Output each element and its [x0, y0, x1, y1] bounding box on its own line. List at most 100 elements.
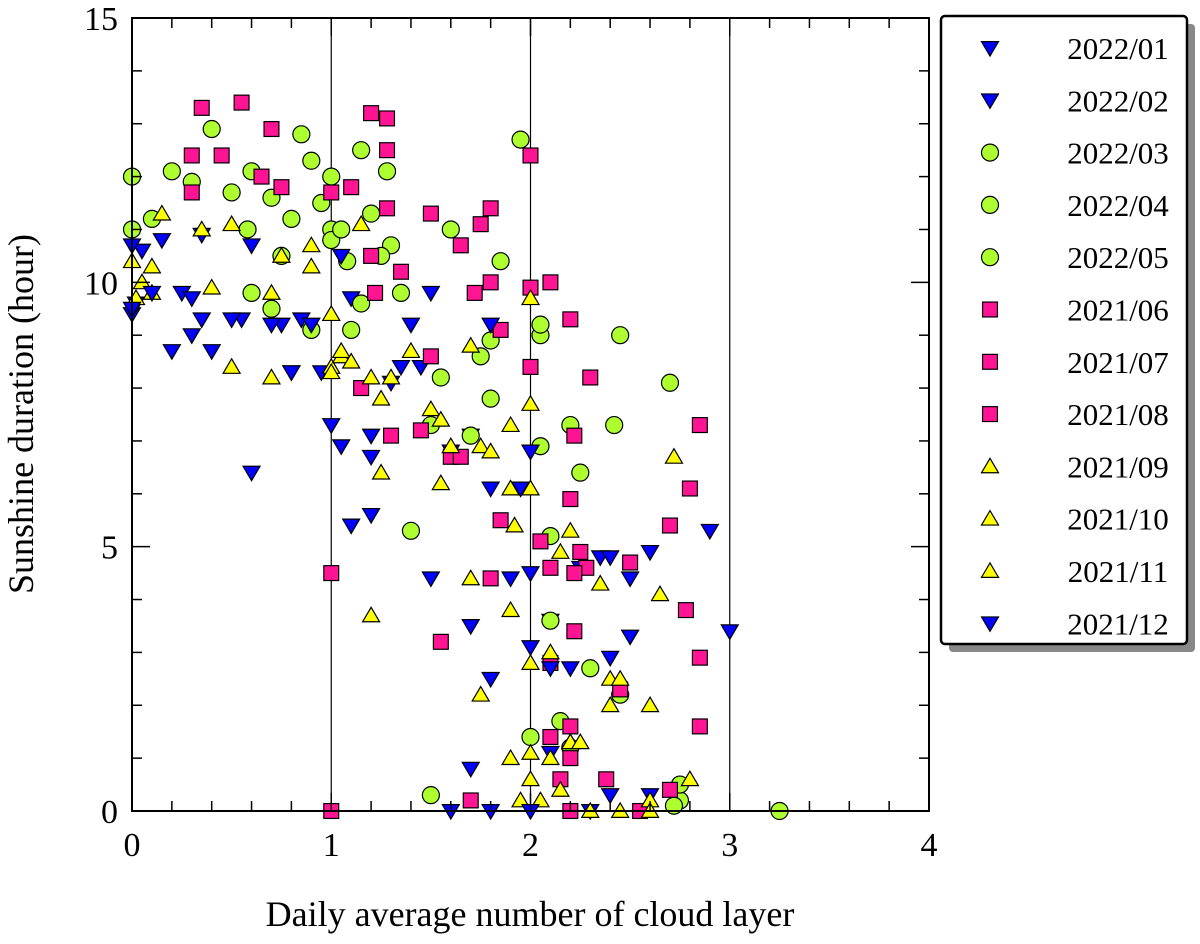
data-point — [421, 399, 441, 417]
legend-label: 2021/12 — [1067, 606, 1169, 641]
data-point — [521, 727, 540, 747]
data-point — [362, 204, 381, 223]
data-point — [431, 410, 451, 427]
data-point — [660, 373, 680, 392]
data-point — [142, 257, 162, 274]
data-point — [367, 284, 384, 301]
data-point — [343, 179, 360, 196]
y-tick-label: 10 — [84, 265, 118, 302]
data-point — [481, 317, 501, 334]
data-point — [492, 512, 509, 529]
data-point — [321, 418, 341, 435]
data-point — [522, 358, 539, 375]
data-point — [351, 214, 371, 232]
data-point — [331, 341, 351, 359]
axis-ticks — [131, 17, 930, 812]
data-point — [193, 99, 210, 116]
data-point — [542, 274, 559, 291]
legend-marker — [981, 406, 999, 423]
legend-entry-2022-04: 2022/04 — [980, 188, 1169, 223]
data-point — [600, 550, 620, 567]
data-point — [253, 168, 270, 185]
legend-entry-2022-03: 2022/03 — [980, 136, 1169, 171]
data-point — [461, 426, 480, 445]
data-point — [162, 162, 181, 181]
series-2021-07 — [183, 99, 708, 820]
legend-box — [939, 14, 1189, 646]
data-point — [361, 507, 381, 525]
axis-tick-labels: 0 1 2 3 4 0 5 10 15 — [84, 1, 938, 864]
data-point — [520, 653, 541, 670]
legend-entry-2021-11: 2021/11 — [980, 554, 1168, 589]
legend-entry-2021-07: 2021/07 — [981, 345, 1169, 380]
data-point — [192, 220, 212, 237]
data-point — [323, 184, 340, 201]
x-tick-label: 2 — [522, 827, 539, 864]
data-point — [622, 554, 639, 571]
legend-label: 2022/01 — [1067, 31, 1169, 66]
data-point — [540, 748, 560, 766]
y-axis-label: Sunshine duration (hour) — [1, 234, 41, 594]
legend-label: 2022/02 — [1067, 83, 1169, 118]
data-point — [332, 220, 351, 239]
data-point — [132, 273, 152, 290]
legend-marker — [980, 509, 1000, 526]
data-point — [152, 233, 172, 250]
data-point — [510, 481, 531, 498]
data-point — [361, 428, 381, 445]
data-point — [242, 283, 261, 303]
data-point — [441, 220, 460, 239]
data-point — [361, 606, 381, 623]
data-point — [412, 422, 429, 439]
data-point — [301, 236, 321, 253]
data-point — [182, 291, 202, 308]
data-point — [661, 781, 679, 798]
data-point — [562, 491, 579, 508]
legend-entry-2021-12: 2021/12 — [980, 606, 1169, 641]
data-point — [482, 274, 499, 291]
x-tick-label: 3 — [721, 827, 738, 864]
data-point — [540, 661, 560, 678]
data-point — [202, 119, 221, 139]
data-point — [677, 602, 694, 619]
data-point — [361, 368, 381, 385]
data-point — [431, 473, 451, 491]
data-point — [242, 238, 262, 255]
legend-label: 2021/10 — [1067, 502, 1169, 537]
data-point — [720, 624, 740, 641]
data-point — [560, 661, 580, 678]
data-point — [520, 394, 541, 411]
data-point — [263, 120, 280, 138]
data-point — [321, 304, 341, 322]
legend-label: 2021/06 — [1067, 293, 1169, 328]
data-point — [611, 326, 630, 345]
data-point — [520, 444, 541, 461]
data-point — [331, 248, 351, 266]
data-point — [401, 521, 421, 540]
data-point — [471, 436, 491, 454]
data-point — [600, 650, 620, 667]
data-point — [342, 320, 361, 340]
data-point — [600, 696, 620, 713]
data-point — [371, 389, 391, 406]
data-point — [352, 141, 371, 160]
data-point — [392, 263, 410, 280]
data-point — [481, 442, 501, 459]
legend-marker — [980, 616, 1000, 633]
data-point — [462, 792, 479, 809]
data-point — [262, 299, 281, 318]
legend-marker — [981, 301, 999, 318]
legend-entry-2021-06: 2021/06 — [981, 293, 1169, 328]
legend-marker — [980, 143, 1000, 162]
data-point — [377, 162, 397, 181]
data-point — [202, 278, 222, 295]
data-point — [183, 147, 200, 164]
legend-entry-2021-09: 2021/09 — [980, 449, 1169, 484]
data-point — [540, 643, 560, 660]
data-point — [401, 341, 421, 359]
data-point — [471, 685, 491, 702]
data-point — [505, 516, 525, 533]
data-point — [640, 696, 660, 713]
data-point — [590, 574, 610, 591]
y-tick-label: 15 — [84, 1, 118, 38]
